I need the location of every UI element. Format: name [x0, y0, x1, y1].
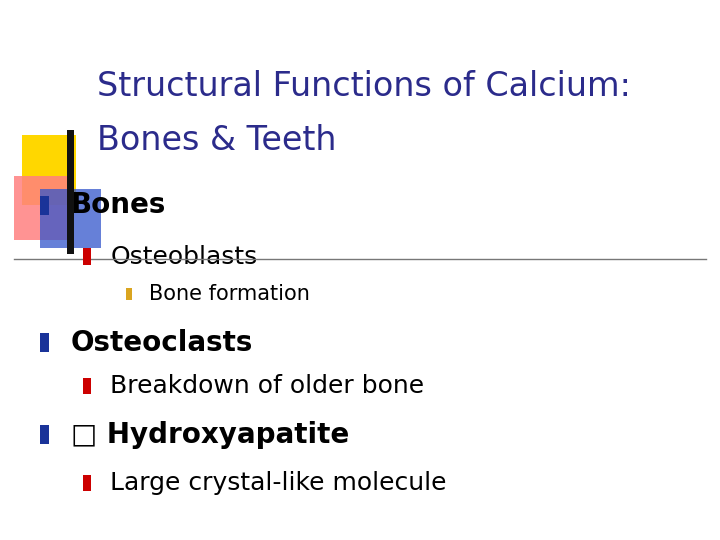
- Text: Bones & Teeth: Bones & Teeth: [97, 124, 337, 157]
- FancyBboxPatch shape: [40, 195, 49, 214]
- FancyBboxPatch shape: [126, 288, 132, 300]
- Text: Large crystal-like molecule: Large crystal-like molecule: [110, 471, 446, 495]
- FancyBboxPatch shape: [40, 189, 101, 248]
- FancyBboxPatch shape: [40, 333, 49, 353]
- Text: Bones: Bones: [71, 191, 166, 219]
- FancyBboxPatch shape: [83, 378, 91, 394]
- FancyBboxPatch shape: [83, 248, 91, 265]
- FancyBboxPatch shape: [83, 475, 91, 491]
- FancyBboxPatch shape: [22, 135, 76, 205]
- FancyBboxPatch shape: [67, 130, 74, 254]
- Text: Breakdown of older bone: Breakdown of older bone: [110, 374, 424, 398]
- Text: Osteoclasts: Osteoclasts: [71, 329, 253, 357]
- Text: Osteoblasts: Osteoblasts: [110, 245, 258, 268]
- FancyBboxPatch shape: [14, 176, 68, 240]
- Text: □ Hydroxyapatite: □ Hydroxyapatite: [71, 421, 348, 449]
- Text: Structural Functions of Calcium:: Structural Functions of Calcium:: [97, 70, 631, 103]
- FancyBboxPatch shape: [40, 426, 49, 444]
- Text: Bone formation: Bone formation: [149, 284, 310, 305]
